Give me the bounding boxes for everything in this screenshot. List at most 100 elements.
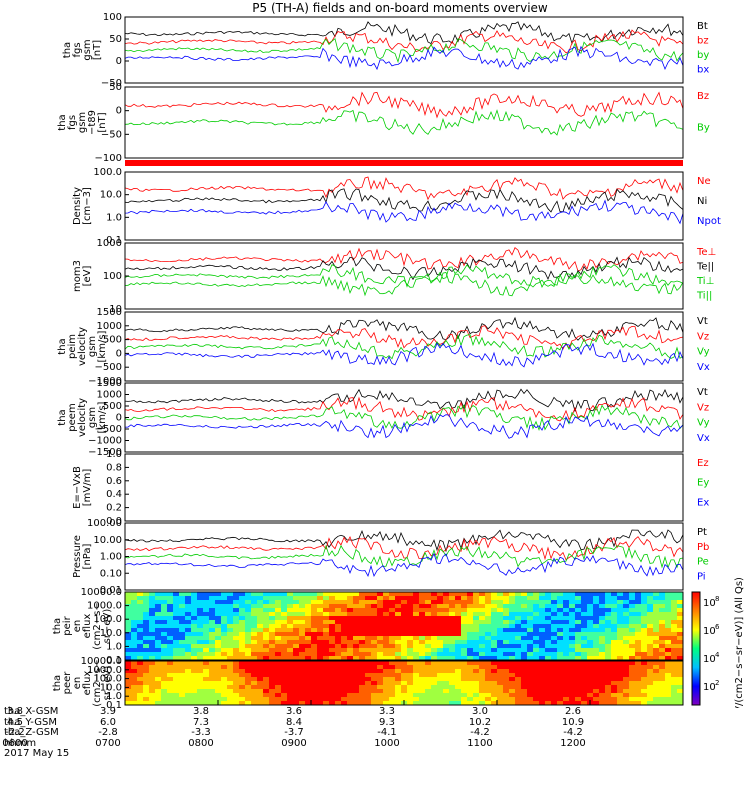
heatmap-cell bbox=[155, 693, 161, 697]
heatmap-cell bbox=[197, 624, 203, 628]
heatmap-cell bbox=[341, 701, 347, 705]
heatmap-cell bbox=[659, 661, 665, 665]
heatmap-cell bbox=[443, 693, 449, 697]
heatmap-cell bbox=[227, 693, 233, 697]
heatmap-cell bbox=[335, 648, 341, 652]
heatmap-cell bbox=[221, 640, 227, 644]
heatmap-cell bbox=[185, 604, 191, 608]
heatmap-cell bbox=[353, 685, 359, 689]
heatmap-cell bbox=[611, 677, 617, 681]
heatmap-cell bbox=[593, 656, 599, 660]
heatmap-cell bbox=[455, 600, 461, 604]
heatmap-cell bbox=[185, 616, 191, 620]
heatmap-cell bbox=[143, 632, 149, 636]
heatmap-cell bbox=[503, 665, 509, 669]
heatmap-cell bbox=[155, 701, 161, 705]
heatmap-cell bbox=[407, 624, 413, 628]
heatmap-cell bbox=[299, 600, 305, 604]
heatmap-cell bbox=[509, 644, 515, 648]
heatmap-cell bbox=[473, 697, 479, 701]
y-axis-label: gsm bbox=[87, 407, 98, 428]
heatmap-cell bbox=[575, 604, 581, 608]
heatmap-cell bbox=[521, 661, 527, 665]
heatmap-cell bbox=[371, 669, 377, 673]
y-tick-label: 0 bbox=[116, 106, 122, 117]
heatmap-cell bbox=[329, 693, 335, 697]
heatmap-cell bbox=[527, 612, 533, 616]
heatmap-cell bbox=[413, 608, 419, 612]
heatmap-cell bbox=[629, 620, 635, 624]
heatmap-cell bbox=[401, 689, 407, 693]
heatmap-cell bbox=[509, 636, 515, 640]
heatmap-cell bbox=[563, 640, 569, 644]
heatmap-cell bbox=[293, 624, 299, 628]
heatmap-cell bbox=[497, 656, 503, 660]
heatmap-cell bbox=[287, 640, 293, 644]
heatmap-cell bbox=[305, 628, 311, 632]
heatmap-cell bbox=[269, 701, 275, 705]
heatmap-cell bbox=[671, 669, 677, 673]
heatmap-cell bbox=[257, 685, 263, 689]
heatmap-cell bbox=[617, 612, 623, 616]
heatmap-cell bbox=[197, 648, 203, 652]
heatmap-cell bbox=[131, 669, 137, 673]
heatmap-cell bbox=[389, 636, 395, 640]
heatmap-cell bbox=[431, 693, 437, 697]
heatmap-cell bbox=[473, 685, 479, 689]
heatmap-cell bbox=[311, 616, 317, 620]
heatmap-cell bbox=[599, 644, 605, 648]
heatmap-cell bbox=[191, 669, 197, 673]
heatmap-cell bbox=[563, 616, 569, 620]
heatmap-cell bbox=[239, 652, 245, 656]
heatmap-cell bbox=[659, 685, 665, 689]
heatmap-cell bbox=[395, 689, 401, 693]
heatmap-cell bbox=[347, 640, 353, 644]
heatmap-cell bbox=[347, 632, 353, 636]
heatmap-cell bbox=[197, 677, 203, 681]
heatmap-cell bbox=[173, 616, 179, 620]
heatmap-cell bbox=[467, 701, 473, 705]
heatmap-cell bbox=[311, 677, 317, 681]
heatmap-cell bbox=[449, 648, 455, 652]
heatmap-cell bbox=[443, 616, 449, 620]
heatmap-cell bbox=[143, 697, 149, 701]
heatmap-cell bbox=[131, 677, 137, 681]
heatmap-cell bbox=[401, 669, 407, 673]
heatmap-cell bbox=[431, 604, 437, 608]
heatmap-cell bbox=[131, 640, 137, 644]
heatmap-cell bbox=[677, 661, 683, 665]
heatmap-cell bbox=[671, 624, 677, 628]
heatmap-cell bbox=[611, 596, 617, 600]
heatmap-cell bbox=[521, 628, 527, 632]
y-axis-label: gsm bbox=[77, 112, 88, 133]
heatmap-cell bbox=[341, 673, 347, 677]
heatmap-cell bbox=[479, 636, 485, 640]
heatmap-cell bbox=[209, 628, 215, 632]
heatmap-cell bbox=[455, 689, 461, 693]
heatmap-cell bbox=[257, 669, 263, 673]
heatmap-cell bbox=[491, 596, 497, 600]
heatmap-cell bbox=[587, 596, 593, 600]
heatmap-cell bbox=[227, 677, 233, 681]
heatmap-cell bbox=[137, 632, 143, 636]
heatmap-cell bbox=[563, 628, 569, 632]
heatmap-cell bbox=[239, 644, 245, 648]
heatmap-cell bbox=[197, 665, 203, 669]
y-axis-label: [nPa] bbox=[82, 543, 93, 569]
heatmap-cell bbox=[605, 624, 611, 628]
heatmap-cell bbox=[509, 616, 515, 620]
heatmap-cell bbox=[665, 596, 671, 600]
heatmap-cell bbox=[203, 665, 209, 669]
heatmap-cell bbox=[269, 697, 275, 701]
heatmap-cell bbox=[359, 632, 365, 636]
heatmap-cell bbox=[185, 640, 191, 644]
heatmap-cell bbox=[539, 656, 545, 660]
heatmap-cell bbox=[485, 652, 491, 656]
heatmap-cell bbox=[605, 628, 611, 632]
heatmap-cell bbox=[437, 644, 443, 648]
heatmap-cell bbox=[353, 636, 359, 640]
heatmap-cell bbox=[203, 669, 209, 673]
heatmap-cell bbox=[539, 628, 545, 632]
heatmap-cell bbox=[131, 697, 137, 701]
